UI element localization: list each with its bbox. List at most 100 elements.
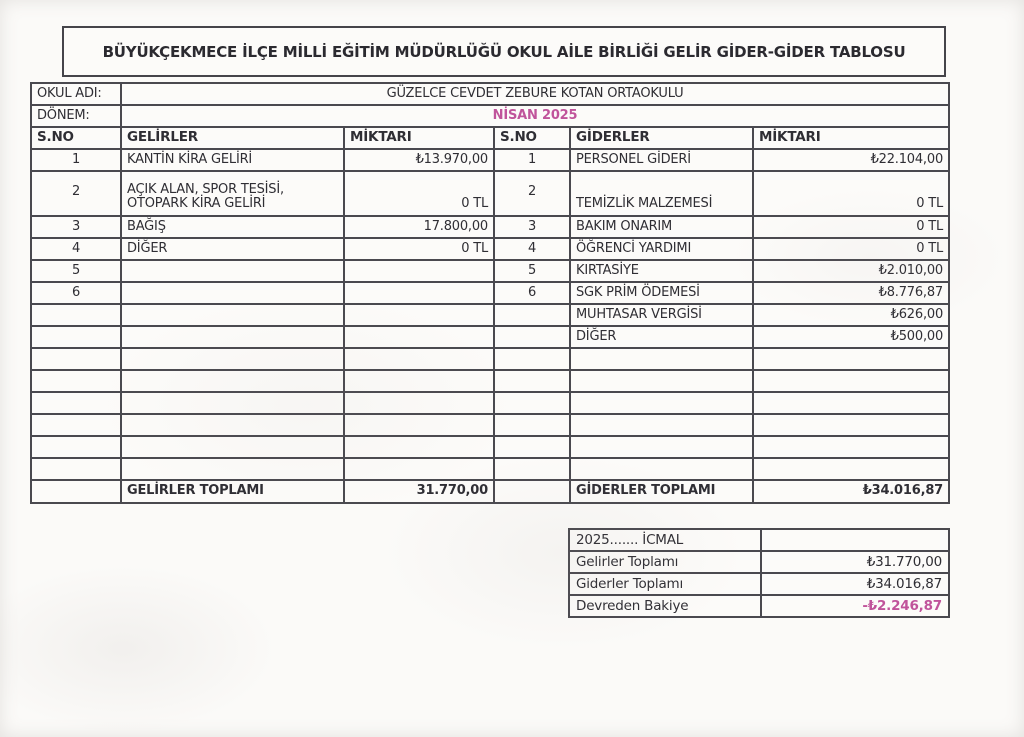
expense-label-cell: BAKIM ONARIM xyxy=(569,215,754,239)
expense-amount-cell: ₺626,00 xyxy=(751,303,951,327)
expense-amount-cell: ₺2.010,00 xyxy=(751,259,951,283)
summary-balance-label: Devreden Bakiye xyxy=(568,594,762,618)
table-row: 5 5 KIRTASİYE ₺2.010,00 xyxy=(30,259,951,283)
sno-cell xyxy=(30,435,122,459)
income-amount-cell xyxy=(343,435,495,459)
income-label-cell xyxy=(120,347,345,371)
sno-cell: 4 xyxy=(493,237,571,261)
icmal-summary-table: 2025....... İCMAL Gelirler Toplamı ₺31.7… xyxy=(568,528,950,618)
expense-label-cell: ÖĞRENCİ YARDIMI xyxy=(569,237,754,261)
totals-row: GELİRLER TOPLAMI 31.770,00 GİDERLER TOPL… xyxy=(30,479,951,504)
income-total-label: GELİRLER TOPLAMI xyxy=(120,479,345,504)
expense-label-cell: KIRTASİYE xyxy=(569,259,754,283)
income-label-cell xyxy=(120,391,345,415)
document-title-box: BÜYÜKÇEKMECE İLÇE MİLLİ EĞİTİM MÜDÜRLÜĞÜ… xyxy=(62,26,946,77)
income-amount-cell: 0 TL xyxy=(343,170,495,217)
main-table-body: 1 KANTİN KİRA GELİRİ ₺13.970,00 1 PERSON… xyxy=(30,148,951,481)
income-label-cell: AÇIK ALAN, SPOR TESİSİ, OTOPARK KİRA GEL… xyxy=(120,170,345,217)
expense-label-cell: DİĞER xyxy=(569,325,754,349)
income-label-cell xyxy=(120,413,345,437)
expense-label-cell: SGK PRİM ÖDEMESİ xyxy=(569,281,754,305)
header-sno-expense: S.NO xyxy=(493,126,571,150)
period-label: DÖNEM: xyxy=(30,104,122,128)
expense-label-cell xyxy=(569,391,754,415)
expense-amount-cell xyxy=(751,435,951,459)
table-row: 3 BAĞIŞ 17.800,00 3 BAKIM ONARIM 0 TL xyxy=(30,215,951,239)
sno-cell: 2 xyxy=(30,170,122,217)
income-amount-cell xyxy=(343,457,495,481)
sno-cell xyxy=(493,457,571,481)
sno-cell: 5 xyxy=(493,259,571,283)
expense-amount-cell: ₺8.776,87 xyxy=(751,281,951,305)
income-label-cell xyxy=(120,369,345,393)
period-row: DÖNEM: NİSAN 2025 xyxy=(30,104,951,128)
summary-expense-row: Giderler Toplamı ₺34.016,87 xyxy=(568,572,950,596)
expense-amount-cell: 0 TL xyxy=(751,237,951,261)
summary-income-row: Gelirler Toplamı ₺31.770,00 xyxy=(568,550,950,574)
expense-label-cell: MUHTASAR VERGİSİ xyxy=(569,303,754,327)
table-row: 6 6 SGK PRİM ÖDEMESİ ₺8.776,87 xyxy=(30,281,951,305)
income-label-cell xyxy=(120,435,345,459)
column-header-row: S.NO GELİRLER MİKTARI S.NO GİDERLER MİKT… xyxy=(30,126,951,150)
school-name-value: GÜZELCE CEVDET ZEBURE KOTAN ORTAOKULU xyxy=(119,82,951,106)
summary-expense-label: Giderler Toplamı xyxy=(568,572,762,596)
school-name-label: OKUL ADI: xyxy=(30,82,122,106)
income-amount-cell: 0 TL xyxy=(343,237,495,261)
sno-cell xyxy=(493,435,571,459)
expense-amount-cell xyxy=(751,457,951,481)
expense-amount-cell xyxy=(751,369,951,393)
sno-cell xyxy=(30,303,122,327)
summary-income-value: ₺31.770,00 xyxy=(760,550,950,574)
income-amount-cell xyxy=(343,325,495,349)
expense-amount-cell xyxy=(751,413,951,437)
income-label-cell xyxy=(120,281,345,305)
income-amount-cell xyxy=(343,259,495,283)
table-row: MUHTASAR VERGİSİ ₺626,00 xyxy=(30,303,951,327)
sno-cell: 6 xyxy=(30,281,122,305)
income-amount-cell: ₺13.970,00 xyxy=(343,148,495,172)
income-total-value: 31.770,00 xyxy=(343,479,495,504)
expense-label-cell xyxy=(569,347,754,371)
sno-cell xyxy=(30,391,122,415)
income-label-cell: DİĞER xyxy=(120,237,345,261)
expense-label-cell xyxy=(569,435,754,459)
sno-cell: 3 xyxy=(493,215,571,239)
icmal-title-value xyxy=(760,528,950,552)
sno-cell xyxy=(493,369,571,393)
table-row: 2 AÇIK ALAN, SPOR TESİSİ, OTOPARK KİRA G… xyxy=(30,170,951,217)
expense-label-cell xyxy=(569,369,754,393)
header-amount-expense: MİKTARI xyxy=(751,126,951,150)
header-expenses: GİDERLER xyxy=(569,126,754,150)
income-amount-cell: 17.800,00 xyxy=(343,215,495,239)
sno-cell: 2 xyxy=(493,170,571,217)
sno-cell xyxy=(30,479,122,504)
summary-balance-row: Devreden Bakiye -₺2.246,87 xyxy=(568,594,950,618)
expense-label-cell xyxy=(569,413,754,437)
sno-cell: 4 xyxy=(30,237,122,261)
school-name-row: OKUL ADI: GÜZELCE CEVDET ZEBURE KOTAN OR… xyxy=(30,82,951,106)
income-label-cell xyxy=(120,325,345,349)
expense-total-label: GİDERLER TOPLAMI xyxy=(569,479,754,504)
table-row: 4 DİĞER 0 TL 4 ÖĞRENCİ YARDIMI 0 TL xyxy=(30,237,951,261)
sno-cell xyxy=(30,369,122,393)
document-title: BÜYÜKÇEKMECE İLÇE MİLLİ EĞİTİM MÜDÜRLÜĞÜ… xyxy=(102,42,906,61)
table-row xyxy=(30,347,951,371)
ledger-table: OKUL ADI: GÜZELCE CEVDET ZEBURE KOTAN OR… xyxy=(30,82,951,504)
income-amount-cell xyxy=(343,391,495,415)
icmal-header-row: 2025....... İCMAL xyxy=(568,528,950,552)
sno-cell xyxy=(30,413,122,437)
income-amount-cell xyxy=(343,369,495,393)
table-row xyxy=(30,413,951,437)
income-label-cell xyxy=(120,259,345,283)
sno-cell xyxy=(493,347,571,371)
sno-cell: 5 xyxy=(30,259,122,283)
expense-amount-cell: 0 TL xyxy=(751,215,951,239)
sno-cell: 3 xyxy=(30,215,122,239)
expense-label-cell: TEMİZLİK MALZEMESİ xyxy=(569,170,754,217)
table-row xyxy=(30,457,951,481)
expense-label-cell: PERSONEL GİDERİ xyxy=(569,148,754,172)
header-amount-income: MİKTARI xyxy=(343,126,495,150)
period-value: NİSAN 2025 xyxy=(119,104,951,128)
table-row xyxy=(30,369,951,393)
income-amount-cell xyxy=(343,413,495,437)
